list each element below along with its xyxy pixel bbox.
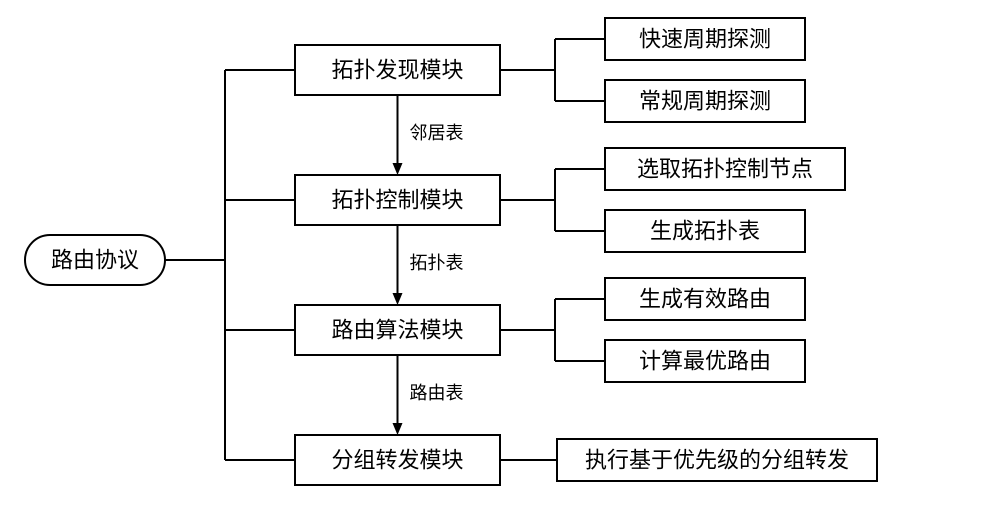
module-4-sub-1: 执行基于优先级的分组转发 (557, 439, 877, 481)
module-3-sub-2-label: 计算最优路由 (639, 349, 771, 374)
module-2-sub-2: 生成拓扑表 (605, 210, 805, 252)
module-2-label: 拓扑控制模块 (331, 188, 463, 213)
module-2-sub-1: 选取拓扑控制节点 (605, 148, 845, 190)
module-2: 拓扑控制模块 (295, 175, 500, 225)
module-1-sub-2: 常规周期探测 (605, 80, 805, 122)
module-1: 拓扑发现模块 (295, 45, 500, 95)
module-4-label: 分组转发模块 (331, 448, 463, 473)
edge-label-3: 路由表 (410, 383, 464, 403)
module-3-sub-1-label: 生成有效路由 (639, 287, 771, 312)
module-3-sub-2: 计算最优路由 (605, 340, 805, 382)
module-1-sub-1: 快速周期探测 (605, 18, 805, 60)
root-node: 路由协议 (25, 235, 165, 285)
module-3: 路由算法模块 (295, 305, 500, 355)
module-4: 分组转发模块 (295, 435, 500, 485)
module-2-sub-1-label: 选取拓扑控制节点 (637, 157, 813, 182)
module-1-sub-2-label: 常规周期探测 (639, 89, 771, 114)
edge-label-2: 拓扑表 (410, 253, 464, 273)
module-3-sub-1: 生成有效路由 (605, 278, 805, 320)
module-4-sub-1-label: 执行基于优先级的分组转发 (585, 448, 849, 473)
module-3-label: 路由算法模块 (331, 318, 463, 343)
module-1-label: 拓扑发现模块 (331, 58, 463, 83)
module-2-sub-2-label: 生成拓扑表 (650, 219, 760, 244)
module-1-sub-1-label: 快速周期探测 (639, 27, 771, 52)
root-node-label: 路由协议 (51, 248, 139, 273)
edge-label-1: 邻居表 (410, 123, 464, 143)
